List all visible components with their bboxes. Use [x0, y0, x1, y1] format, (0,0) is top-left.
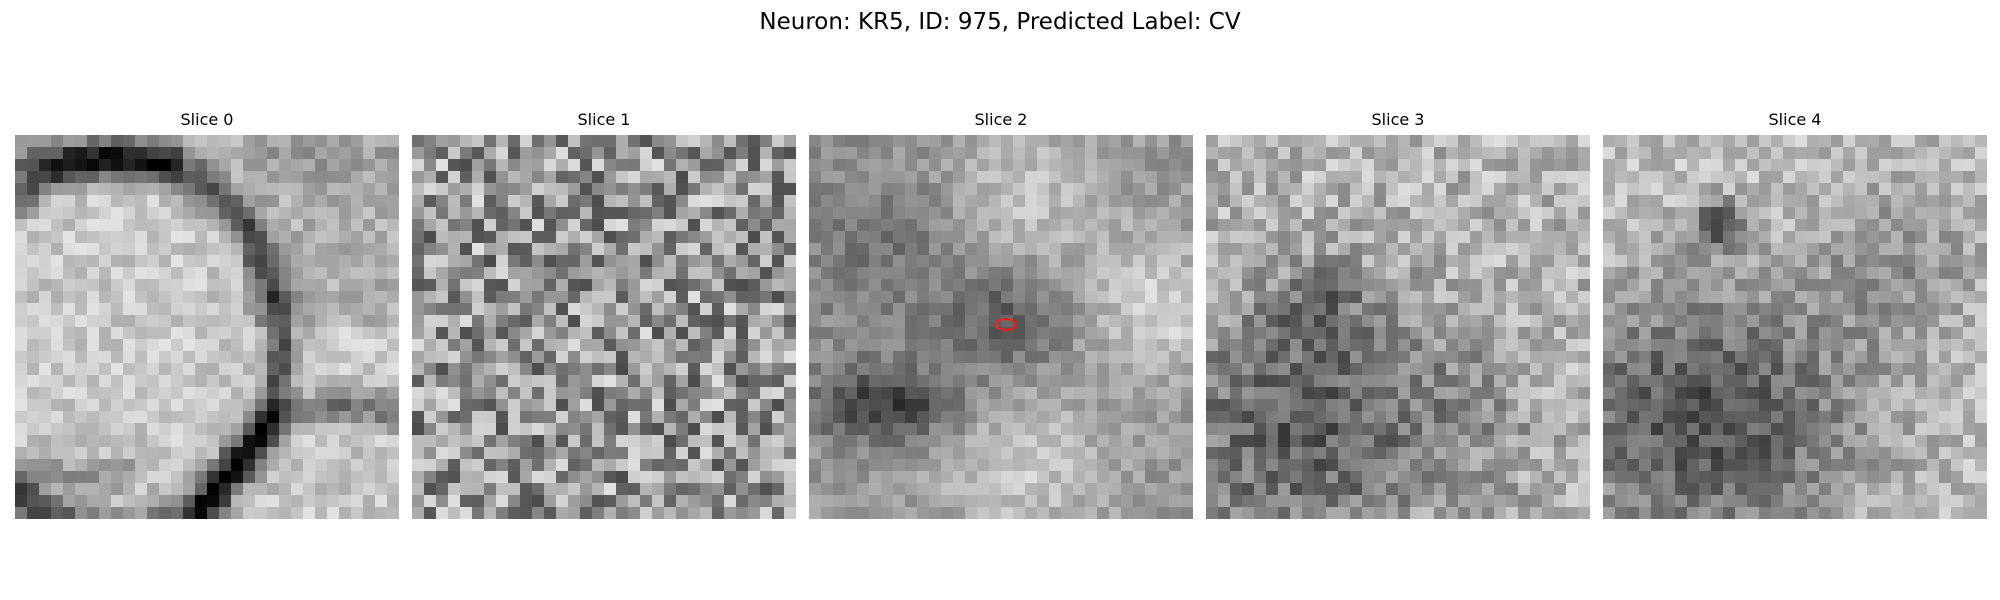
slice-image: [412, 135, 796, 519]
slice-image: [1206, 135, 1590, 519]
slice-panel-3: Slice 3: [1206, 110, 1590, 519]
figure-title: Neuron: KR5, ID: 975, Predicted Label: C…: [759, 9, 1241, 35]
slice-panel-0: Slice 0: [15, 110, 399, 519]
slice-title: Slice 4: [1768, 110, 1822, 129]
slice-panel-2: Slice 2: [809, 110, 1193, 519]
slice-image: [1603, 135, 1987, 519]
location-marker: [994, 318, 1016, 331]
slice-title: Slice 3: [1371, 110, 1425, 129]
slice-title: Slice 2: [974, 110, 1028, 129]
slice-panel-1: Slice 1: [412, 110, 796, 519]
slice-panel-4: Slice 4: [1603, 110, 1987, 519]
slice-title: Slice 0: [180, 110, 234, 129]
slice-title: Slice 1: [577, 110, 631, 129]
slice-image: [15, 135, 399, 519]
